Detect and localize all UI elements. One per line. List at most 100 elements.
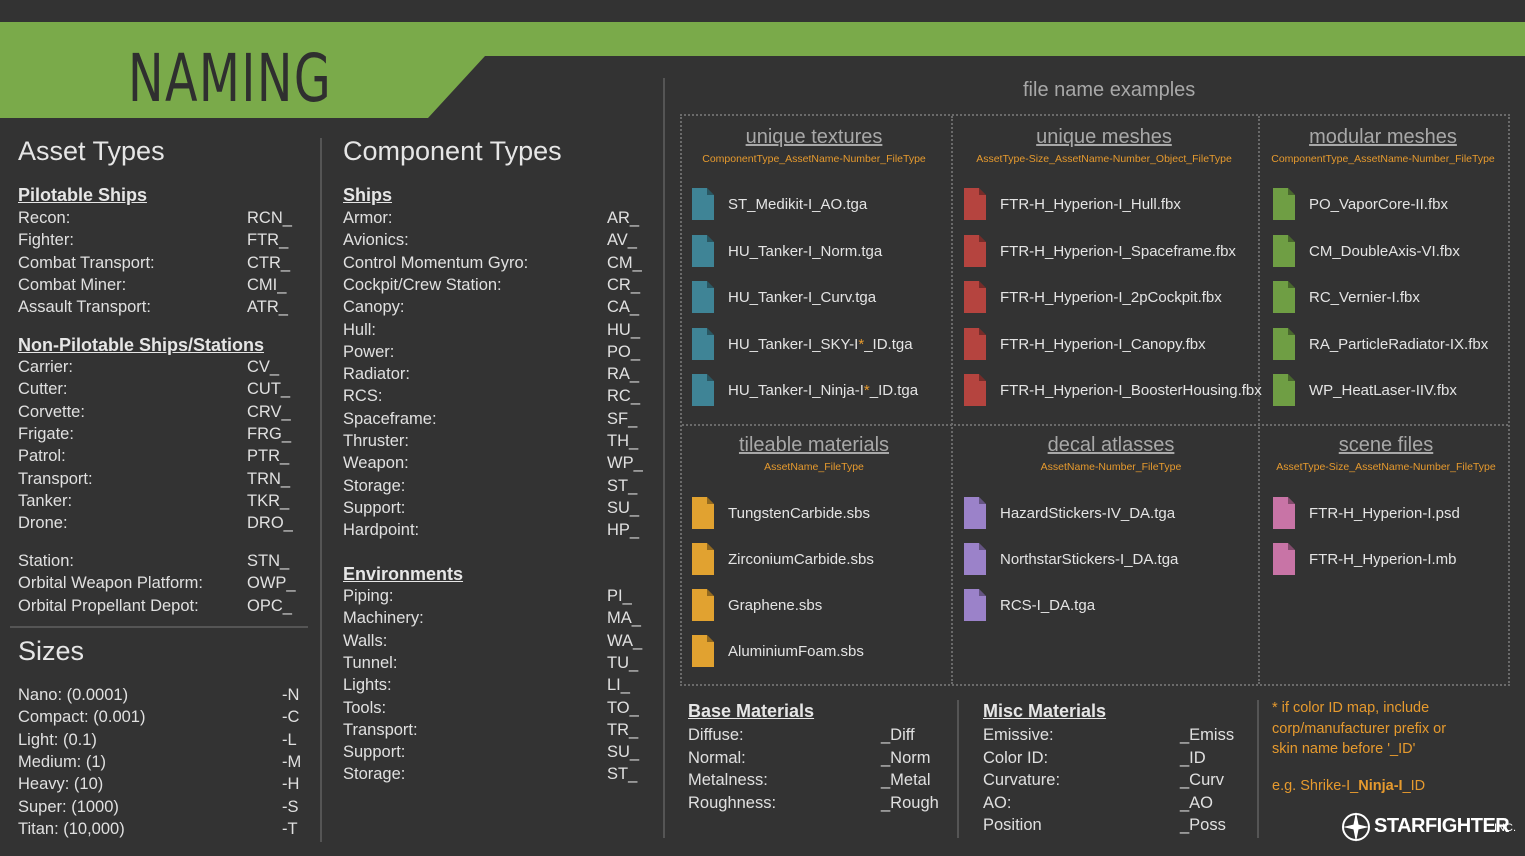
file-name: TungstenCarbide.sbs bbox=[728, 505, 871, 522]
item-code: SU_ bbox=[607, 743, 640, 762]
item-label: Hull: bbox=[343, 320, 377, 339]
item-code: _Metal bbox=[881, 771, 931, 789]
item-label: Transport: bbox=[343, 720, 418, 739]
category-title: decal atlasses bbox=[1047, 434, 1175, 456]
item-code: ST_ bbox=[607, 765, 638, 784]
item-code: WP_ bbox=[607, 454, 643, 473]
item-label: Cutter: bbox=[18, 380, 68, 399]
item-label: Avionics: bbox=[343, 231, 409, 250]
column-divider bbox=[957, 700, 959, 838]
file-name: FTR-H_Hyperion-I_Canopy.fbx bbox=[1000, 335, 1206, 353]
box-divider bbox=[951, 116, 953, 684]
item-label: Tanker: bbox=[18, 491, 73, 510]
item-code: CMI_ bbox=[247, 275, 287, 294]
category-pattern: AssetName-Number_FileType bbox=[1040, 461, 1182, 473]
item-label: Station: bbox=[18, 552, 74, 570]
file-name: Graphene.sbs bbox=[728, 597, 823, 614]
file-icon bbox=[1273, 281, 1295, 313]
item-code: FRG_ bbox=[247, 424, 292, 443]
file-icon bbox=[692, 589, 714, 621]
file-name: HU_Tanker-I_Norm.tga bbox=[728, 242, 883, 260]
file-icon bbox=[1273, 188, 1295, 220]
base-materials-heading: Base Materials bbox=[688, 701, 815, 721]
file-name: WP_HeatLaser-IIV.fbx bbox=[1309, 382, 1457, 399]
item-code: -C bbox=[282, 708, 300, 727]
item-code: _Emiss bbox=[1180, 726, 1235, 744]
item-label: Curvature: bbox=[983, 771, 1061, 789]
file-name: CM_DoubleAxis-VI.fbx bbox=[1309, 242, 1460, 260]
item-code: PO_ bbox=[607, 342, 641, 361]
item-code: -H bbox=[282, 775, 300, 794]
item-label: Compact: (0.001) bbox=[18, 708, 146, 727]
pilotable-ships-heading: Pilotable Ships bbox=[18, 185, 148, 205]
file-icon bbox=[692, 188, 714, 220]
item-code: STN_ bbox=[247, 552, 290, 570]
item-label: Radiator: bbox=[343, 365, 410, 384]
file-icon bbox=[692, 543, 714, 575]
item-label: Transport: bbox=[18, 469, 93, 488]
sizes-title: Sizes bbox=[18, 636, 85, 666]
item-label: Medium: (1) bbox=[18, 752, 107, 771]
item-label: Corvette: bbox=[18, 402, 85, 421]
note-example-suffix: _ID bbox=[1402, 778, 1426, 794]
item-code: _ID bbox=[1180, 748, 1206, 767]
category-pattern: ComponentType_AssetName-Number_FileType bbox=[702, 153, 926, 165]
item-label: Super: (1000) bbox=[18, 797, 119, 816]
item-label: Light: (0.1) bbox=[18, 730, 97, 749]
item-label: Emissive: bbox=[983, 726, 1054, 744]
color-id-note: * if color ID map, include corp/manufact… bbox=[1272, 698, 1446, 760]
file-name-part: _ID.tga bbox=[864, 335, 913, 353]
item-code: OWP_ bbox=[247, 574, 296, 593]
item-code: HU_ bbox=[607, 320, 641, 339]
item-code: -L bbox=[282, 730, 297, 749]
item-label: Piping: bbox=[343, 587, 394, 605]
item-code: TO_ bbox=[607, 698, 639, 717]
item-code: _Norm bbox=[881, 748, 931, 767]
asterisk-mark: * bbox=[858, 335, 865, 353]
ships-heading: Ships bbox=[343, 185, 393, 205]
item-code: FTR_ bbox=[247, 231, 289, 250]
item-code: PI_ bbox=[607, 587, 632, 605]
file-name: HU_Tanker-I_Curv.tga bbox=[728, 289, 877, 306]
column-divider bbox=[1257, 700, 1259, 838]
item-code: RCN_ bbox=[247, 209, 292, 227]
item-code: SU_ bbox=[607, 498, 640, 517]
item-code: PTR_ bbox=[247, 447, 290, 466]
item-label: Heavy: (10) bbox=[18, 775, 104, 794]
file-name: FTR-H_Hyperion-I_BoosterHousing.fbx bbox=[1000, 382, 1262, 399]
logo-suffix: INC. bbox=[1494, 822, 1516, 834]
item-label: Weapon: bbox=[343, 454, 409, 473]
category-title: tileable materials bbox=[738, 434, 890, 456]
file-icon bbox=[964, 543, 986, 575]
item-code: LI_ bbox=[607, 676, 630, 695]
file-icon bbox=[964, 281, 986, 313]
item-code: AR_ bbox=[607, 209, 640, 227]
file-icon bbox=[1273, 327, 1295, 360]
file-name: NorthstarStickers-I_DA.tga bbox=[1000, 551, 1179, 568]
file-icon bbox=[692, 497, 714, 529]
file-name: PO_VaporCore-II.fbx bbox=[1309, 196, 1448, 213]
item-label: Frigate: bbox=[18, 424, 74, 443]
file-name-part: _ID.tga bbox=[869, 382, 919, 399]
item-code: ST_ bbox=[607, 476, 638, 495]
item-label: RCS: bbox=[343, 387, 383, 406]
item-label: Control Momentum Gyro: bbox=[343, 253, 529, 272]
file-name: RC_Vernier-I.fbx bbox=[1309, 289, 1420, 306]
item-label: Orbital Weapon Platform: bbox=[18, 574, 203, 593]
category-pattern: AssetName_FileType bbox=[764, 461, 864, 473]
item-label: AO: bbox=[983, 793, 1012, 812]
item-code: TR_ bbox=[607, 720, 639, 739]
item-code: RC_ bbox=[607, 387, 641, 406]
file-icon bbox=[1273, 497, 1295, 529]
note-example-prefix: e.g. Shrike-I_ bbox=[1272, 778, 1359, 794]
file-icon bbox=[964, 188, 986, 220]
item-label: Roughness: bbox=[688, 793, 777, 812]
file-name: FTR-H_Hyperion-I_Hull.fbx bbox=[1000, 196, 1181, 213]
logo-text: STARFIGHTER bbox=[1374, 815, 1510, 837]
item-label: Hardpoint: bbox=[343, 521, 420, 540]
asset-types-title: Asset Types bbox=[18, 136, 165, 166]
item-label: Spaceframe: bbox=[343, 409, 437, 428]
item-code: CR_ bbox=[607, 275, 641, 294]
category-pattern: ComponentType_AssetName-Number_FileType bbox=[1271, 153, 1495, 165]
box-divider bbox=[682, 424, 1508, 426]
